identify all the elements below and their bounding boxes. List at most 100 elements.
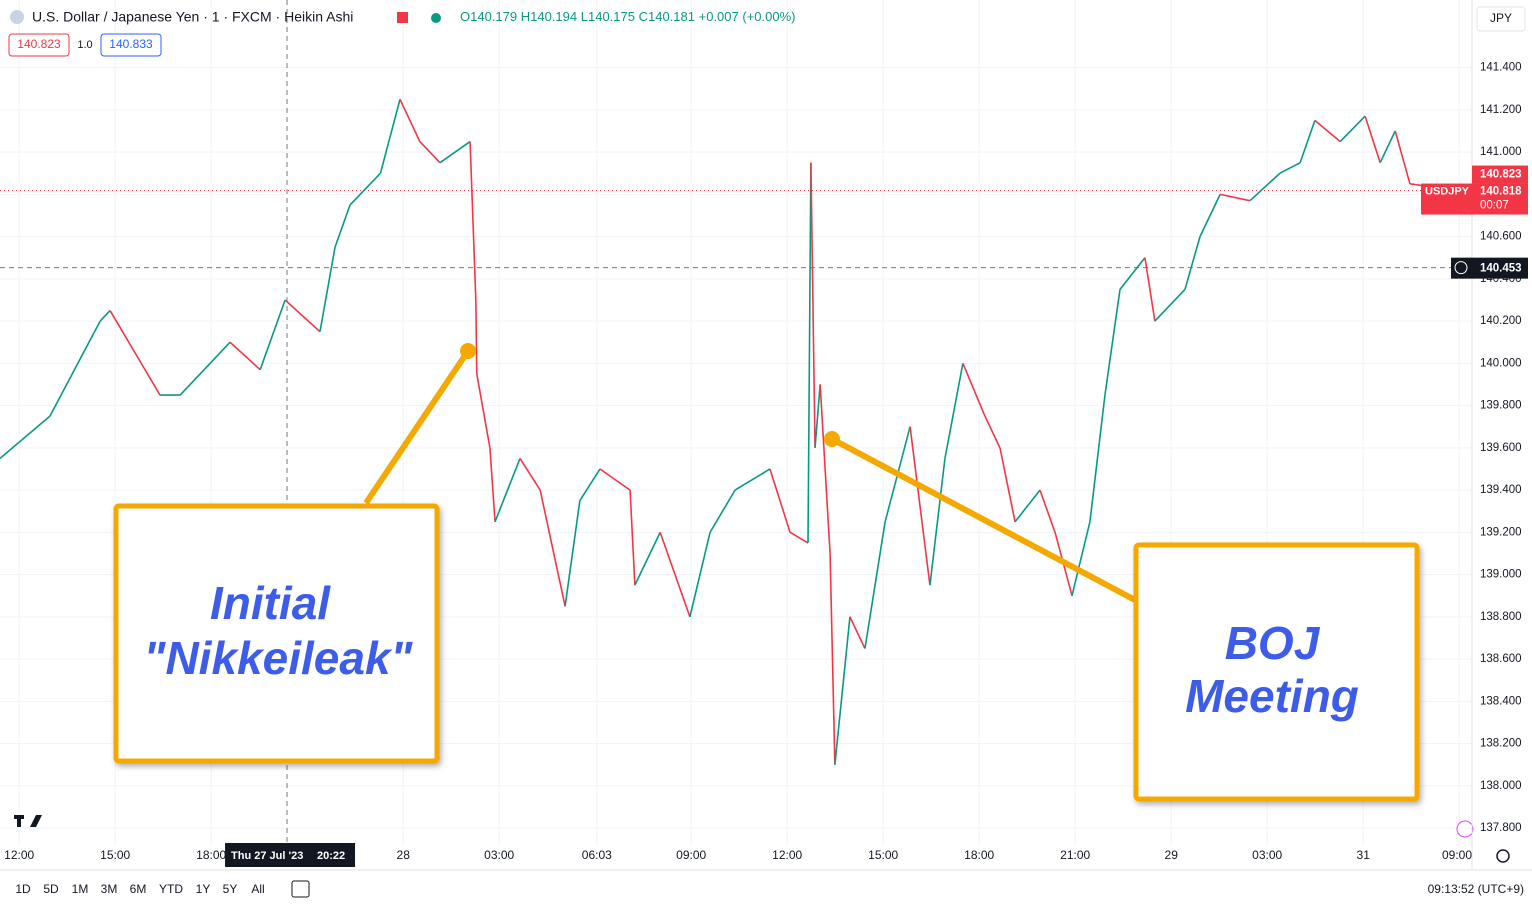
price-segment xyxy=(769,468,791,533)
price-segment xyxy=(1184,236,1201,290)
price-segment xyxy=(579,468,601,502)
price-segment xyxy=(469,141,477,301)
y-tick-label: 139.600 xyxy=(1480,442,1522,454)
price-segment xyxy=(814,384,821,448)
x-tick-label: 09:00 xyxy=(1442,848,1472,862)
symbol-title: U.S. Dollar / Japanese Yen · 1 · FXCM · … xyxy=(32,9,353,25)
price-segment xyxy=(1199,194,1221,237)
price-segment xyxy=(476,373,491,448)
price-segment xyxy=(494,458,521,523)
x-tick-label: 18:00 xyxy=(964,848,994,862)
price-segment xyxy=(539,489,566,607)
y-tick-label: 137.800 xyxy=(1480,822,1522,834)
y-tick-label: 140.200 xyxy=(1480,315,1522,327)
x-tick-label: 03:00 xyxy=(1252,848,1282,862)
price-segment xyxy=(1339,115,1366,143)
buy-price: 140.833 xyxy=(109,37,153,51)
price-segment xyxy=(399,98,421,142)
y-tick-label: 138.400 xyxy=(1480,695,1522,707)
price-segment xyxy=(849,616,866,649)
price-segment xyxy=(284,299,321,333)
y-tick-label: 139.400 xyxy=(1480,484,1522,496)
price-segment xyxy=(0,415,51,460)
crosshair-price-bg xyxy=(1451,257,1528,279)
price-segment xyxy=(962,363,986,417)
price-segment xyxy=(1299,120,1316,163)
price-segment xyxy=(807,162,812,543)
range-button[interactable]: 3M xyxy=(101,882,118,896)
price-segment xyxy=(834,616,851,765)
x-tick-label: 21:00 xyxy=(1060,848,1090,862)
price-segment xyxy=(109,310,161,396)
flag-button[interactable] xyxy=(397,12,408,23)
currency: JPY xyxy=(1490,11,1512,25)
price-segment xyxy=(709,489,736,533)
range-button[interactable]: 5Y xyxy=(223,882,238,896)
x-tick-label: 18:00 xyxy=(196,848,226,862)
sell-price: 140.823 xyxy=(17,37,61,51)
range-button[interactable]: 1D xyxy=(15,882,31,896)
annotation-arrow xyxy=(830,436,1137,603)
logo-mark xyxy=(17,815,21,827)
clock: 09:13:52 (UTC+9) xyxy=(1428,882,1524,896)
ask-label-bg xyxy=(1472,165,1528,184)
annotation-box xyxy=(1133,542,1420,802)
price-segment xyxy=(819,384,831,554)
calendar-icon[interactable] xyxy=(291,880,310,898)
price-segment xyxy=(519,457,541,491)
annotation-dot xyxy=(824,431,840,447)
crosshair-price: 140.453 xyxy=(1480,263,1522,275)
price-segment xyxy=(1039,489,1056,533)
alert-icon[interactable] xyxy=(1456,820,1474,838)
annotation-text: BOJ xyxy=(1225,617,1321,669)
price-segment xyxy=(334,204,351,248)
range-button[interactable]: All xyxy=(251,882,264,896)
price-segment xyxy=(1154,288,1186,322)
annotation-text: "Nikkeileak" xyxy=(144,632,414,684)
price-segment xyxy=(1314,119,1341,143)
y-tick-label: 141.400 xyxy=(1480,62,1522,74)
range-button[interactable]: 5D xyxy=(43,882,59,896)
annotation-text: Initial xyxy=(210,577,331,629)
price-segment xyxy=(909,426,931,586)
price-segment xyxy=(929,458,946,586)
annotation-box xyxy=(113,503,440,764)
price-segment xyxy=(659,532,691,618)
x-tick-label: 12:00 xyxy=(772,848,802,862)
plus-button[interactable] xyxy=(1454,261,1468,275)
open: O140.179 xyxy=(460,9,517,24)
price-segment xyxy=(864,521,886,649)
currency-button[interactable] xyxy=(1476,6,1526,32)
price-segment xyxy=(259,299,286,370)
x-tick-label: 28 xyxy=(397,848,411,862)
range-button[interactable]: YTD xyxy=(159,882,183,896)
y-tick-label: 138.600 xyxy=(1480,653,1522,665)
price-segment xyxy=(419,140,441,164)
range-button[interactable]: 6M xyxy=(130,882,147,896)
x-tick-label: 15:00 xyxy=(100,848,130,862)
sell-button[interactable] xyxy=(8,33,70,57)
y-tick-label: 140.600 xyxy=(1480,231,1522,243)
price-segment xyxy=(1014,489,1041,523)
y-tick-label: 139.200 xyxy=(1480,526,1522,538)
settings-icon[interactable] xyxy=(1496,849,1510,863)
x-tick-label: 31 xyxy=(1357,848,1371,862)
logo-mark xyxy=(30,815,42,827)
x-tick-label: 29 xyxy=(1165,848,1179,862)
y-tick-label: 140.000 xyxy=(1480,357,1522,369)
range-button[interactable]: 1M xyxy=(72,882,89,896)
crosshair-date: Thu 27 Jul '23 xyxy=(231,850,303,862)
y-tick-label: 138.800 xyxy=(1480,611,1522,623)
price-segment xyxy=(810,162,816,448)
y-tick-label: 141.200 xyxy=(1480,104,1522,116)
y-tick-label: 141.000 xyxy=(1480,146,1522,158)
crosshair-time-bg xyxy=(225,843,356,867)
range-button[interactable]: 1Y xyxy=(196,882,211,896)
buy-button[interactable] xyxy=(100,33,162,57)
price-segment xyxy=(319,247,336,332)
spread: 1.0 xyxy=(77,39,92,51)
price-segment xyxy=(1279,161,1301,174)
price-segment xyxy=(1119,257,1146,290)
price-segment xyxy=(49,320,101,417)
last-price-label: 140.818 xyxy=(1480,186,1522,198)
